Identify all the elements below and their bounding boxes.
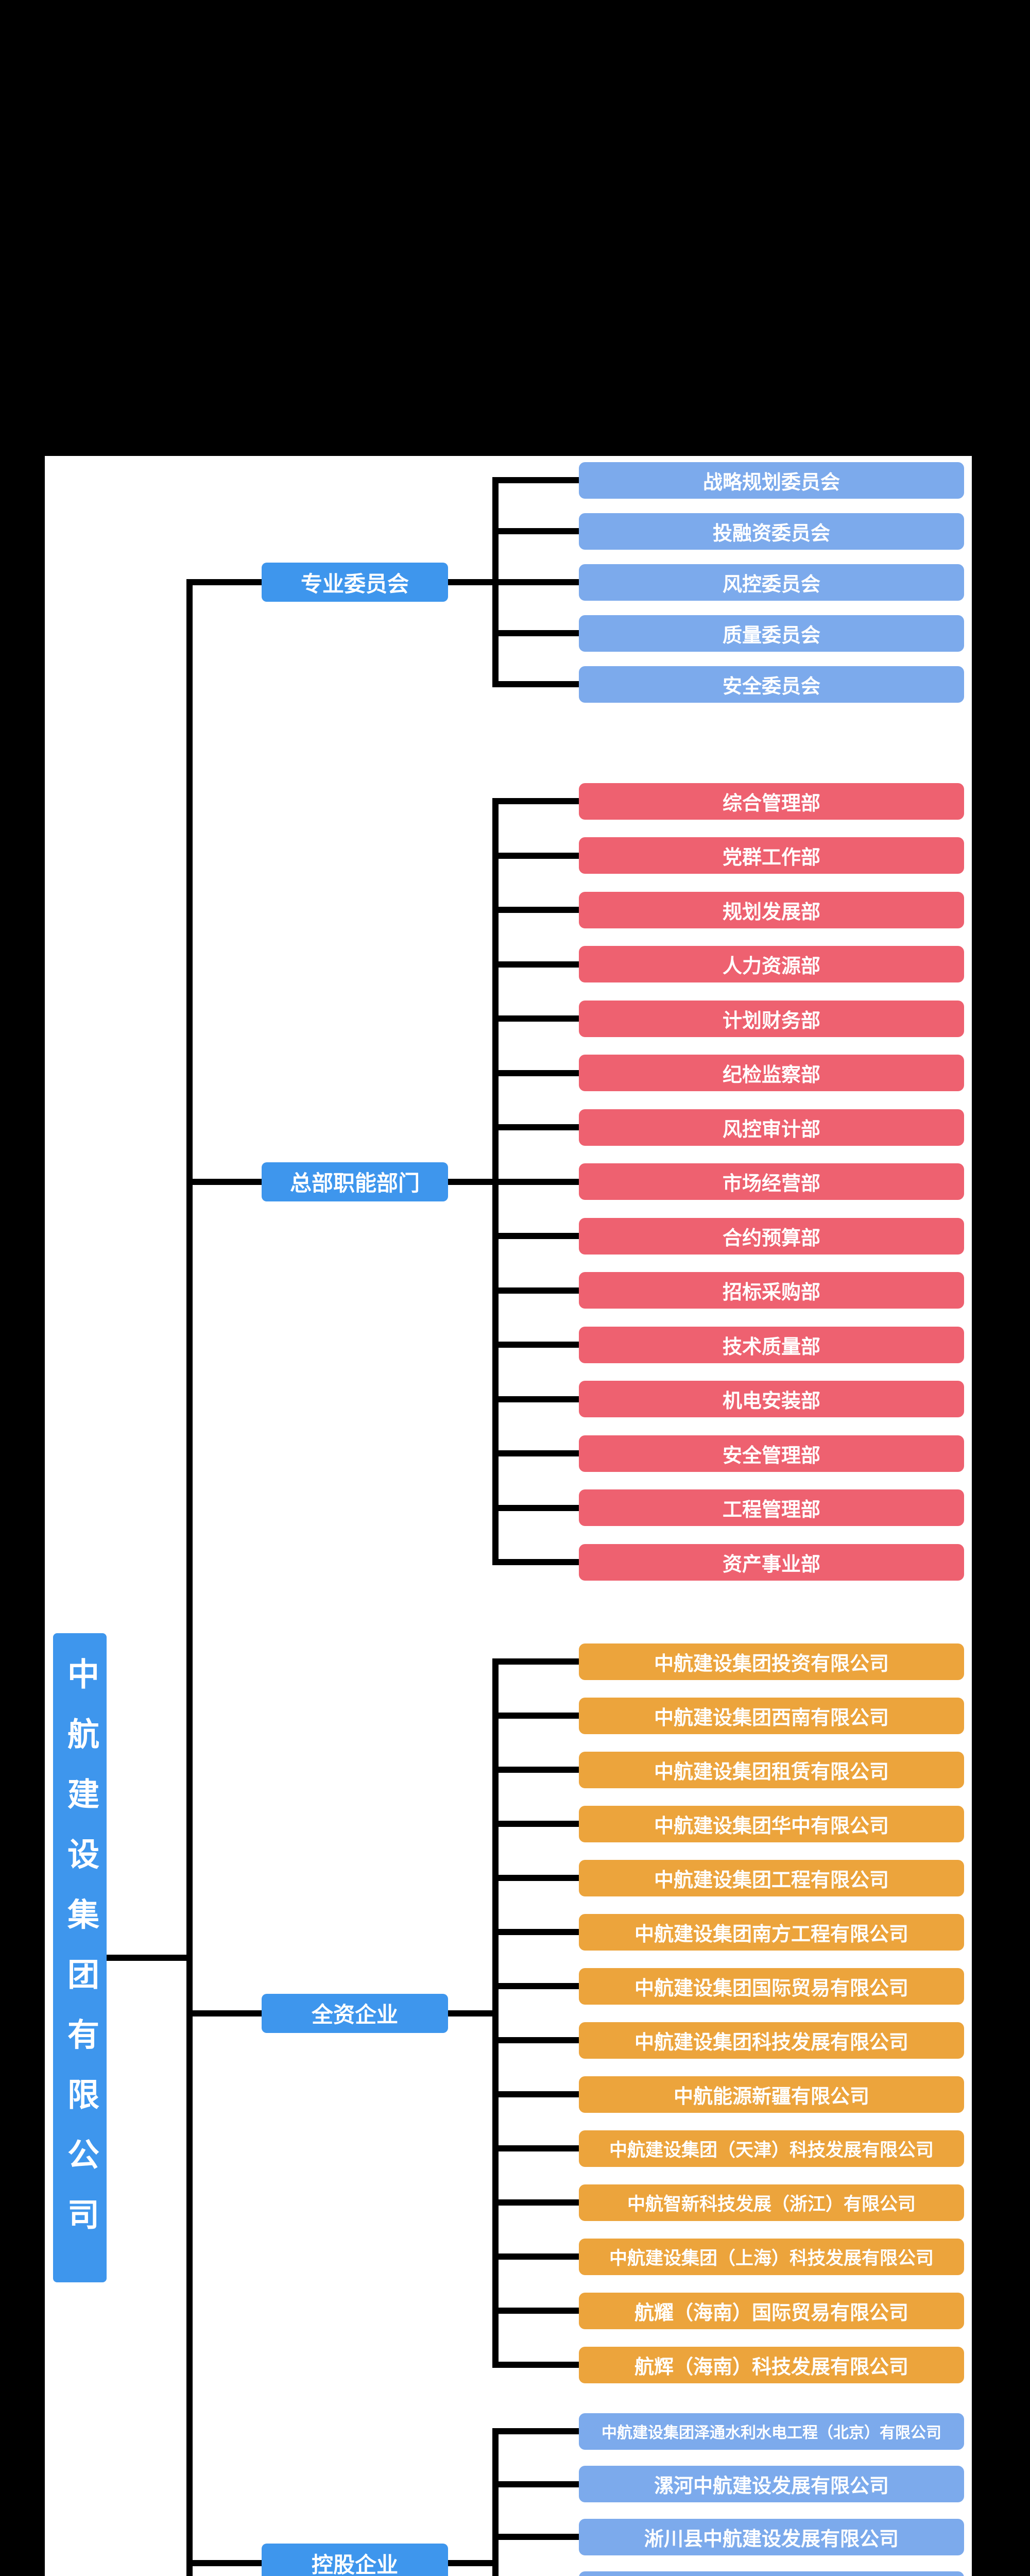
connector-line bbox=[492, 2145, 599, 2151]
connector-line bbox=[492, 579, 599, 585]
connector-line bbox=[186, 2560, 265, 2567]
connector-line bbox=[492, 1658, 599, 1665]
org-node[interactable]: 中航智新科技发展（浙江）有限公司 bbox=[579, 2184, 964, 2221]
group-label[interactable]: 总部职能部门 bbox=[262, 1162, 448, 1201]
org-node[interactable]: 工程管理部 bbox=[579, 1489, 964, 1526]
connector-line bbox=[492, 1342, 599, 1348]
org-node[interactable]: 中航建设集团科技发展有限公司 bbox=[579, 2022, 964, 2059]
connector-line bbox=[445, 2010, 499, 2016]
org-node[interactable]: 航辉（海南）科技发展有限公司 bbox=[579, 2346, 964, 2383]
connector-line bbox=[492, 1929, 599, 1935]
connector-line bbox=[492, 1124, 599, 1130]
org-node[interactable]: 市场经营部 bbox=[579, 1163, 964, 1200]
org-node[interactable]: 中航建设集团国际贸易有限公司 bbox=[579, 1968, 964, 2005]
org-node[interactable]: 质量委员会 bbox=[579, 615, 964, 652]
connector-line bbox=[492, 1015, 599, 1022]
connector-line bbox=[492, 2534, 599, 2540]
connector-line bbox=[186, 1178, 265, 1185]
connector-line bbox=[492, 1983, 599, 1989]
root-node-label: 中航建设集团有限公司 bbox=[62, 1657, 98, 2258]
connector-line bbox=[492, 1287, 599, 1294]
org-node[interactable]: 漯河中航建设发展有限公司 bbox=[579, 2466, 964, 2502]
org-node[interactable]: 投融资委员会 bbox=[579, 513, 964, 550]
connector-line bbox=[492, 961, 599, 968]
connector-line bbox=[492, 852, 599, 859]
connector-line bbox=[492, 1233, 599, 1239]
org-node[interactable]: 中航建设集团投资有限公司 bbox=[579, 1643, 964, 1680]
org-node[interactable]: 规划发展部 bbox=[579, 891, 964, 928]
org-node[interactable]: 合约预算部 bbox=[579, 1217, 964, 1255]
org-node[interactable]: 党群工作部 bbox=[579, 837, 964, 874]
org-node[interactable]: 安全委员会 bbox=[579, 666, 964, 703]
connector-line bbox=[492, 1658, 499, 2368]
connector-line bbox=[492, 2308, 599, 2314]
org-node[interactable]: 安全管理部 bbox=[579, 1435, 964, 1472]
org-node[interactable]: 招标采购部 bbox=[579, 1272, 964, 1309]
connector-line bbox=[186, 579, 193, 2576]
org-node[interactable]: 机电安装部 bbox=[579, 1381, 964, 1417]
org-node[interactable]: 中航建设集团华中有限公司 bbox=[579, 1805, 964, 1842]
org-node[interactable]: 中航建设集团泽通水利水电工程（北京）有限公司 bbox=[579, 2413, 964, 2450]
connector-line bbox=[492, 2428, 599, 2434]
connector-line bbox=[492, 2481, 599, 2487]
connector-line bbox=[492, 2037, 599, 2043]
org-node[interactable]: 综合管理部 bbox=[579, 783, 964, 820]
connector-line bbox=[492, 2199, 599, 2206]
org-node[interactable]: 资产事业部 bbox=[579, 1544, 964, 1581]
connector-line bbox=[445, 1178, 499, 1185]
connector-line bbox=[186, 2010, 265, 2016]
connector-line bbox=[492, 1767, 599, 1773]
connector-line bbox=[492, 630, 599, 636]
connector-line bbox=[492, 2362, 599, 2368]
connector-line bbox=[186, 579, 265, 585]
org-node[interactable]: 中航建设集团工程有限公司 bbox=[579, 1859, 964, 1896]
connector-line bbox=[492, 1450, 599, 1456]
connector-line bbox=[492, 1178, 599, 1185]
connector-line bbox=[492, 681, 599, 687]
org-node[interactable]: 淅川县中航建设发展有限公司 bbox=[579, 2518, 964, 2555]
org-node[interactable]: 战略规划委员会 bbox=[579, 462, 964, 499]
connector-line bbox=[492, 2253, 599, 2260]
connector-line bbox=[492, 477, 599, 483]
org-node[interactable]: 风控审计部 bbox=[579, 1109, 964, 1146]
org-node[interactable]: 航耀（海南）国际贸易有限公司 bbox=[579, 2292, 964, 2329]
connector-line bbox=[492, 528, 599, 534]
connector-line bbox=[492, 1875, 599, 1881]
org-node[interactable]: 纪检监察部 bbox=[579, 1055, 964, 1091]
connector-line bbox=[492, 1070, 599, 1076]
chart-canvas: 中航建设集团有限公司 专业委员会 战略规划委员会 投融资委员会 风控委员会质量委员会安… bbox=[45, 456, 972, 2576]
org-node[interactable]: 上蔡县中航建设运营有限公司 bbox=[579, 2571, 964, 2576]
connector-line bbox=[445, 579, 499, 585]
connector-line bbox=[492, 1559, 599, 1565]
org-node[interactable]: 中航建设集团租赁有限公司 bbox=[579, 1751, 964, 1788]
org-node[interactable]: 技术质量部 bbox=[579, 1326, 964, 1363]
group-label[interactable]: 全资企业 bbox=[262, 1993, 448, 2033]
root-node[interactable]: 中航建设集团有限公司 bbox=[53, 1633, 107, 2282]
connector-line bbox=[104, 1955, 193, 1961]
connector-line bbox=[492, 2428, 499, 2576]
connector-line bbox=[492, 1396, 599, 1402]
org-node[interactable]: 中航能源新疆有限公司 bbox=[579, 2076, 964, 2113]
org-node[interactable]: 中航建设集团南方工程有限公司 bbox=[579, 1913, 964, 1951]
org-node[interactable]: 中航建设集团（天津）科技发展有限公司 bbox=[579, 2130, 964, 2167]
org-node[interactable]: 计划财务部 bbox=[579, 1000, 964, 1037]
connector-line bbox=[492, 798, 599, 804]
connector-line bbox=[492, 1504, 599, 1511]
connector-line bbox=[492, 1821, 599, 1827]
org-node[interactable]: 风控委员会 bbox=[579, 564, 964, 601]
org-node[interactable]: 人力资源部 bbox=[579, 946, 964, 982]
connector-line bbox=[492, 907, 599, 913]
connector-line bbox=[492, 2091, 599, 2097]
group-label[interactable]: 专业委员会 bbox=[262, 563, 448, 602]
connector-line bbox=[492, 1713, 599, 1719]
connector-line bbox=[445, 2560, 499, 2567]
org-node[interactable]: 中航建设集团西南有限公司 bbox=[579, 1697, 964, 1734]
group-label[interactable]: 控股企业 bbox=[262, 2544, 448, 2576]
org-node[interactable]: 中航建设集团（上海）科技发展有限公司 bbox=[579, 2238, 964, 2275]
